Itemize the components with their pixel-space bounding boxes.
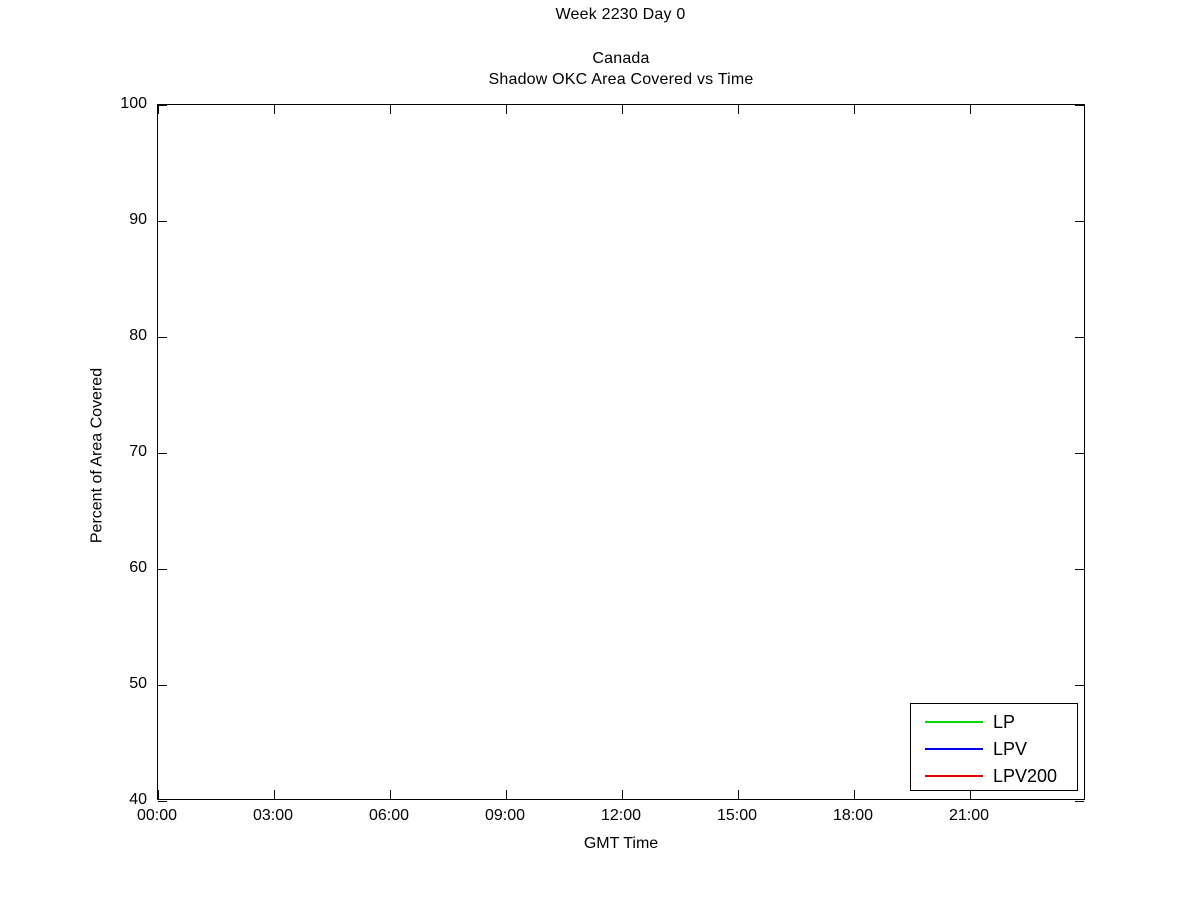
y-tick-label: 80	[129, 327, 147, 344]
x-tick-label: 03:00	[252, 807, 294, 824]
x-tick-label: 09:00	[484, 807, 526, 824]
y-tick-mark	[1075, 105, 1084, 107]
x-axis-label: GMT Time	[583, 835, 659, 852]
x-tick-mark	[274, 105, 276, 114]
legend-box[interactable]: LP LPV LPV200	[910, 703, 1078, 791]
legend-label: LPV200	[993, 766, 1058, 786]
x-tick-mark	[274, 790, 276, 799]
x-tick-mark	[622, 105, 624, 114]
y-tick-label: 40	[129, 791, 147, 808]
legend-line-swatch	[925, 775, 983, 778]
legend-line-swatch	[925, 721, 983, 724]
y-tick-label: 70	[129, 443, 147, 460]
y-tick-mark	[158, 453, 167, 455]
legend-entry[interactable]: LPV200	[911, 762, 1077, 790]
legend-label: LP	[993, 712, 1016, 732]
y-tick-label: 50	[129, 675, 147, 692]
x-tick-mark	[158, 790, 160, 799]
y-tick-mark	[158, 105, 167, 107]
x-tick-mark	[970, 105, 972, 114]
y-tick-mark	[158, 221, 167, 223]
y-tick-mark	[158, 337, 167, 339]
legend-label: LPV	[993, 739, 1028, 759]
x-tick-mark	[854, 105, 856, 114]
x-tick-mark	[622, 790, 624, 799]
y-tick-mark	[1075, 221, 1084, 223]
figure-suptitle: Week 2230 Day 0	[555, 6, 686, 23]
x-tick-label: 21:00	[948, 807, 990, 824]
x-tick-mark	[738, 790, 740, 799]
legend-entry[interactable]: LP	[911, 708, 1077, 736]
axes-title-line-1: Canada	[592, 50, 650, 67]
x-tick-mark	[506, 790, 508, 799]
x-tick-mark	[854, 790, 856, 799]
plot-data-area	[158, 105, 1084, 799]
x-tick-mark	[738, 105, 740, 114]
axes-title-line-2: Shadow OKC Area Covered vs Time	[488, 71, 754, 88]
x-tick-mark	[158, 105, 160, 114]
x-tick-mark	[390, 105, 392, 114]
y-tick-mark	[1075, 685, 1084, 687]
y-tick-mark	[1075, 453, 1084, 455]
y-tick-label: 90	[129, 211, 147, 228]
y-tick-label: 60	[129, 559, 147, 576]
y-tick-mark	[158, 685, 167, 687]
x-tick-label: 15:00	[716, 807, 758, 824]
x-tick-mark	[970, 790, 972, 799]
legend-line-swatch	[925, 748, 983, 751]
plot-axes	[157, 104, 1085, 803]
x-tick-label: 12:00	[600, 807, 642, 824]
x-tick-label: 06:00	[368, 807, 410, 824]
x-tick-mark	[506, 105, 508, 114]
y-tick-mark	[158, 801, 167, 803]
series-layer	[158, 105, 1084, 799]
y-axis-label: Percent of Area Covered	[88, 367, 106, 544]
x-tick-label: 18:00	[832, 807, 874, 824]
axes-title: Canada Shadow OKC Area Covered vs Time	[157, 48, 1085, 90]
y-tick-mark	[1075, 337, 1084, 339]
y-tick-mark	[1075, 569, 1084, 571]
x-tick-mark	[390, 790, 392, 799]
y-tick-label: 100	[120, 95, 147, 112]
x-tick-label: 00:00	[136, 807, 178, 824]
y-tick-mark	[1075, 801, 1084, 803]
legend-entry[interactable]: LPV	[911, 735, 1077, 763]
y-tick-mark	[158, 569, 167, 571]
